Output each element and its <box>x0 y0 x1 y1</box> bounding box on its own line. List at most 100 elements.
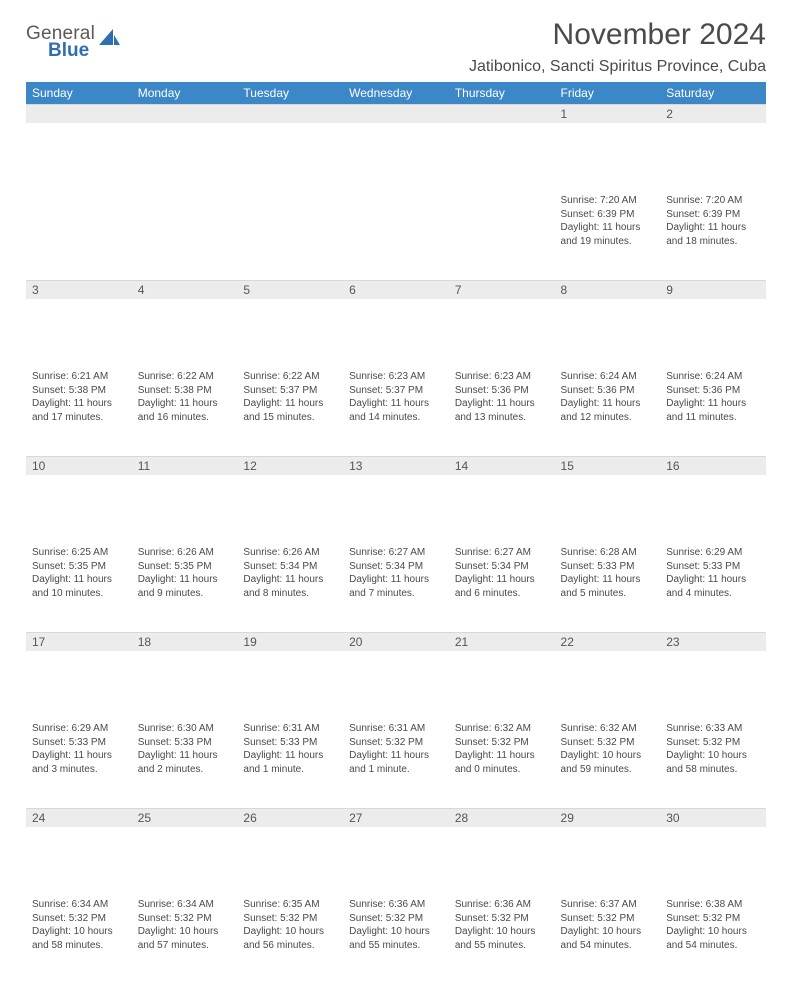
day-number-cell: 10 <box>26 456 132 544</box>
sunrise-text: Sunrise: 6:26 AM <box>243 546 337 560</box>
week-row: Sunrise: 6:29 AMSunset: 5:33 PMDaylight:… <box>26 720 766 808</box>
daylight-text: Daylight: 11 hours and 13 minutes. <box>455 397 549 424</box>
day-number-cell: 3 <box>26 280 132 368</box>
sunset-text: Sunset: 5:32 PM <box>455 736 549 750</box>
sunset-text: Sunset: 5:38 PM <box>32 384 126 398</box>
sunset-text: Sunset: 5:33 PM <box>138 736 232 750</box>
day-number: 7 <box>449 280 555 299</box>
day-cell: Sunrise: 6:34 AMSunset: 5:32 PMDaylight:… <box>26 896 132 984</box>
sunrise-text: Sunrise: 6:37 AM <box>561 898 655 912</box>
sunrise-text: Sunrise: 6:26 AM <box>138 546 232 560</box>
sunset-text: Sunset: 5:32 PM <box>561 912 655 926</box>
day-number-cell: 5 <box>237 280 343 368</box>
day-number: 6 <box>343 280 449 299</box>
day-number: 17 <box>26 632 132 651</box>
sunrise-text: Sunrise: 6:24 AM <box>666 370 760 384</box>
sunrise-text: Sunrise: 6:22 AM <box>243 370 337 384</box>
daylight-text: Daylight: 10 hours and 54 minutes. <box>666 925 760 952</box>
day-number-cell: 20 <box>343 632 449 720</box>
day-number-cell: 23 <box>660 632 766 720</box>
day-number-cell: 9 <box>660 280 766 368</box>
sunrise-text: Sunrise: 6:38 AM <box>666 898 760 912</box>
day-number-cell <box>343 104 449 192</box>
weekday-header-row: Sunday Monday Tuesday Wednesday Thursday… <box>26 82 766 104</box>
day-cell: Sunrise: 6:23 AMSunset: 5:37 PMDaylight:… <box>343 368 449 456</box>
day-number: 3 <box>26 280 132 299</box>
sunset-text: Sunset: 5:32 PM <box>243 912 337 926</box>
daylight-text: Daylight: 10 hours and 54 minutes. <box>561 925 655 952</box>
sunrise-text: Sunrise: 7:20 AM <box>666 194 760 208</box>
day-cell: Sunrise: 6:32 AMSunset: 5:32 PMDaylight:… <box>449 720 555 808</box>
week-row: Sunrise: 6:34 AMSunset: 5:32 PMDaylight:… <box>26 896 766 984</box>
sunset-text: Sunset: 5:32 PM <box>349 736 443 750</box>
day-number-cell: 7 <box>449 280 555 368</box>
day-number: 27 <box>343 808 449 827</box>
day-cell: Sunrise: 6:26 AMSunset: 5:34 PMDaylight:… <box>237 544 343 632</box>
day-cell: Sunrise: 6:21 AMSunset: 5:38 PMDaylight:… <box>26 368 132 456</box>
sunset-text: Sunset: 5:34 PM <box>243 560 337 574</box>
day-number-cell: 18 <box>132 632 238 720</box>
day-cell: Sunrise: 6:36 AMSunset: 5:32 PMDaylight:… <box>343 896 449 984</box>
daylight-text: Daylight: 11 hours and 2 minutes. <box>138 749 232 776</box>
day-number-cell: 17 <box>26 632 132 720</box>
day-cell: Sunrise: 6:30 AMSunset: 5:33 PMDaylight:… <box>132 720 238 808</box>
day-number: 16 <box>660 456 766 475</box>
day-number-cell <box>26 104 132 192</box>
sunset-text: Sunset: 5:33 PM <box>243 736 337 750</box>
day-number-cell: 29 <box>555 808 661 896</box>
col-tuesday: Tuesday <box>237 82 343 104</box>
day-number-cell: 28 <box>449 808 555 896</box>
day-cell <box>132 192 238 280</box>
sunset-text: Sunset: 5:32 PM <box>666 912 760 926</box>
day-cell: Sunrise: 6:31 AMSunset: 5:32 PMDaylight:… <box>343 720 449 808</box>
sunrise-text: Sunrise: 6:27 AM <box>455 546 549 560</box>
daynum-row: 24252627282930 <box>26 808 766 896</box>
daylight-text: Daylight: 11 hours and 3 minutes. <box>32 749 126 776</box>
day-number-cell: 4 <box>132 280 238 368</box>
day-cell: Sunrise: 7:20 AMSunset: 6:39 PMDaylight:… <box>660 192 766 280</box>
day-number-cell: 14 <box>449 456 555 544</box>
sail-icon <box>99 27 121 52</box>
sunset-text: Sunset: 5:34 PM <box>349 560 443 574</box>
daylight-text: Daylight: 11 hours and 7 minutes. <box>349 573 443 600</box>
sunrise-text: Sunrise: 6:34 AM <box>138 898 232 912</box>
sunrise-text: Sunrise: 6:29 AM <box>32 722 126 736</box>
col-saturday: Saturday <box>660 82 766 104</box>
daylight-text: Daylight: 11 hours and 17 minutes. <box>32 397 126 424</box>
daylight-text: Daylight: 10 hours and 58 minutes. <box>32 925 126 952</box>
logo-blue-text: Blue <box>26 41 95 60</box>
day-cell: Sunrise: 6:36 AMSunset: 5:32 PMDaylight:… <box>449 896 555 984</box>
day-cell: Sunrise: 6:38 AMSunset: 5:32 PMDaylight:… <box>660 896 766 984</box>
col-sunday: Sunday <box>26 82 132 104</box>
daynum-row: 3456789 <box>26 280 766 368</box>
generalblue-logo: General Blue <box>26 18 121 60</box>
sunrise-text: Sunrise: 6:27 AM <box>349 546 443 560</box>
day-number: 25 <box>132 808 238 827</box>
day-cell: Sunrise: 6:33 AMSunset: 5:32 PMDaylight:… <box>660 720 766 808</box>
daylight-text: Daylight: 11 hours and 9 minutes. <box>138 573 232 600</box>
sunrise-text: Sunrise: 6:21 AM <box>32 370 126 384</box>
sunrise-text: Sunrise: 6:33 AM <box>666 722 760 736</box>
sunset-text: Sunset: 5:36 PM <box>561 384 655 398</box>
day-number: 29 <box>555 808 661 827</box>
sunrise-text: Sunrise: 6:34 AM <box>32 898 126 912</box>
sunrise-text: Sunrise: 6:23 AM <box>349 370 443 384</box>
day-number: 13 <box>343 456 449 475</box>
daylight-text: Daylight: 10 hours and 59 minutes. <box>561 749 655 776</box>
col-monday: Monday <box>132 82 238 104</box>
day-number: 2 <box>660 104 766 123</box>
calendar-page: General Blue November 2024 Jatibonico, S… <box>0 0 792 984</box>
day-number: 4 <box>132 280 238 299</box>
col-thursday: Thursday <box>449 82 555 104</box>
week-row: Sunrise: 6:21 AMSunset: 5:38 PMDaylight:… <box>26 368 766 456</box>
day-number-cell: 24 <box>26 808 132 896</box>
daylight-text: Daylight: 11 hours and 14 minutes. <box>349 397 443 424</box>
day-number <box>26 104 132 123</box>
day-number-cell: 30 <box>660 808 766 896</box>
day-cell: Sunrise: 6:29 AMSunset: 5:33 PMDaylight:… <box>660 544 766 632</box>
day-number: 14 <box>449 456 555 475</box>
day-number-cell: 11 <box>132 456 238 544</box>
day-number-cell <box>449 104 555 192</box>
day-number-cell: 22 <box>555 632 661 720</box>
day-cell: Sunrise: 6:27 AMSunset: 5:34 PMDaylight:… <box>343 544 449 632</box>
